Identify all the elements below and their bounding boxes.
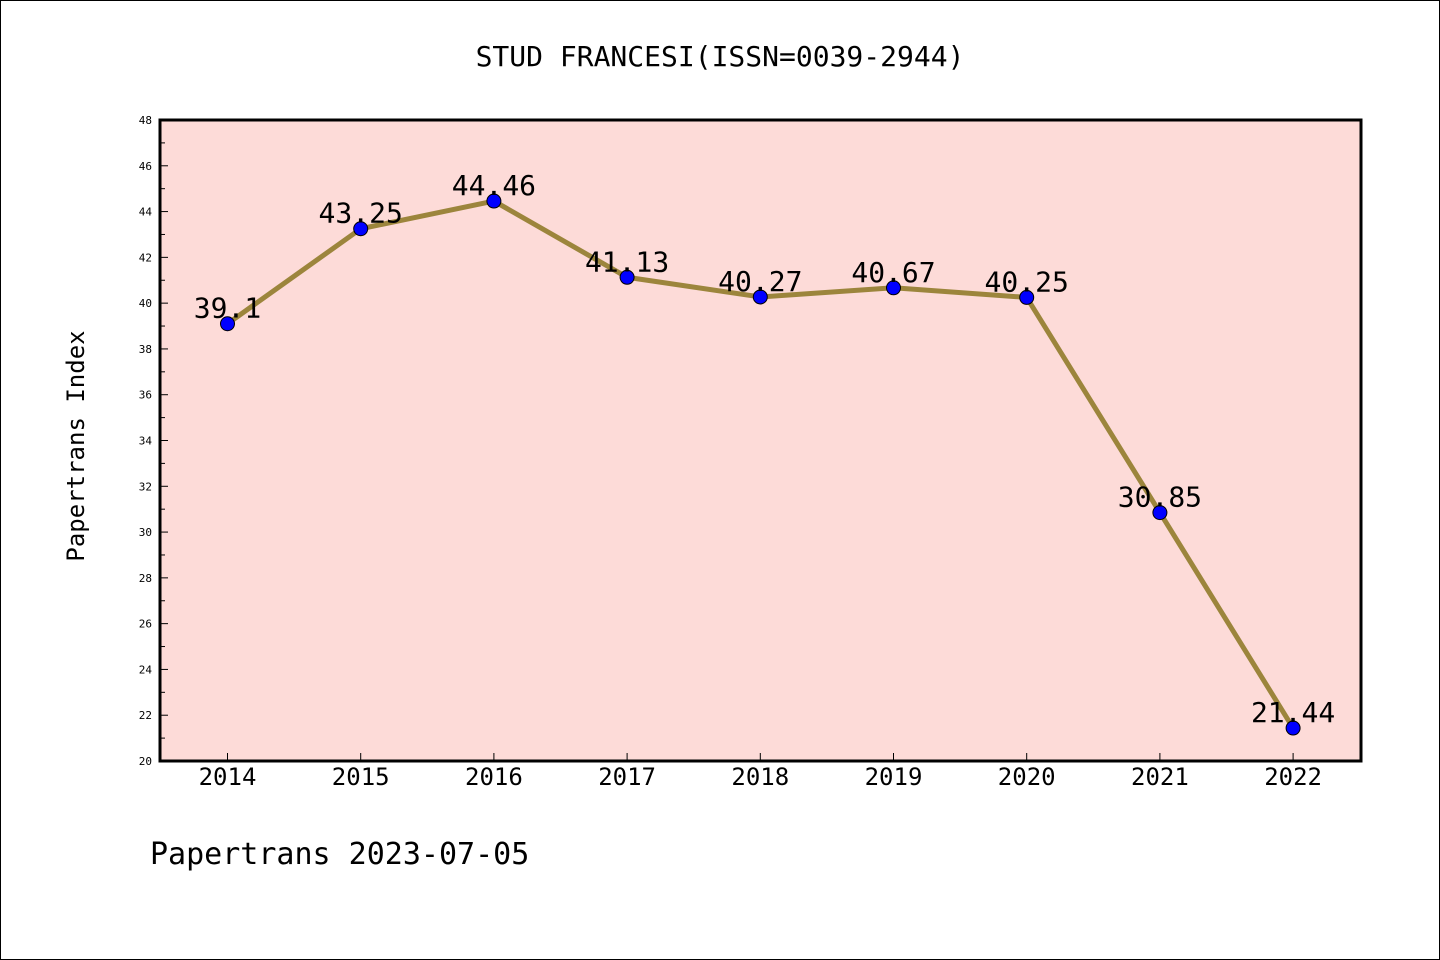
y-tick-label: 38 [139, 343, 152, 356]
y-axis-label: Papertrans Index [62, 330, 90, 561]
data-label: 40.25 [985, 265, 1069, 298]
y-tick-label: 42 [139, 251, 152, 264]
y-tick-label: 36 [139, 389, 152, 402]
x-tick-label: 2022 [1264, 763, 1322, 791]
data-point [1152, 505, 1168, 521]
data-point [353, 221, 369, 237]
x-tick-label: 2016 [465, 763, 523, 791]
data-labels: 39.1 43.25 44.46 41.13 40.27 40.67 40.25 30.85 2… [194, 169, 1335, 729]
y-tick-label: 40 [139, 297, 152, 310]
y-tick-label: 30 [139, 526, 152, 539]
data-point [752, 289, 768, 305]
data-label: 40.27 [718, 265, 802, 298]
x-tick-label: 2019 [865, 763, 923, 791]
data-label: 40.67 [851, 256, 935, 289]
y-tick-label: 34 [139, 435, 153, 448]
data-point [220, 316, 235, 332]
y-tick-label: 32 [139, 480, 152, 493]
data-label: 44.46 [452, 169, 536, 202]
y-tick-label: 24 [139, 663, 153, 676]
x-tick-label: 2021 [1131, 763, 1189, 791]
y-tick-label: 20 [139, 755, 152, 768]
data-point [1019, 289, 1035, 305]
y-tick-label: 22 [139, 709, 152, 722]
y-axis-ticks: 20 22 24 26 28 30 32 34 36 38 40 42 44 46 48 [139, 114, 168, 768]
chart-title: STUD FRANCESI(ISSN=0039-2944) [476, 40, 965, 73]
data-label: 39.1 [194, 292, 261, 325]
x-tick-label: 2015 [332, 763, 390, 791]
data-point [886, 280, 901, 296]
x-tick-label: 2014 [199, 763, 257, 791]
y-tick-label: 44 [139, 206, 153, 219]
x-axis-ticks: 2014 2015 2016 2017 2018 2019 2020 2021 2022 [199, 753, 1322, 791]
data-points [220, 193, 1301, 736]
y-tick-label: 46 [139, 160, 152, 173]
data-label: 43.25 [319, 197, 403, 230]
y-tick-label: 28 [139, 572, 152, 585]
data-point [1285, 720, 1301, 736]
footer-text: Papertrans 2023-07-05 [150, 837, 529, 872]
y-tick-label: 26 [139, 618, 152, 631]
data-label: 30.85 [1118, 481, 1202, 514]
data-label: 41.13 [585, 245, 669, 278]
data-point [619, 269, 635, 285]
x-tick-label: 2020 [998, 763, 1056, 791]
data-label: 21.44 [1251, 696, 1335, 729]
data-point [486, 193, 502, 209]
x-tick-label: 2017 [598, 763, 656, 791]
x-tick-label: 2018 [731, 763, 789, 791]
y-tick-label: 48 [139, 114, 152, 127]
